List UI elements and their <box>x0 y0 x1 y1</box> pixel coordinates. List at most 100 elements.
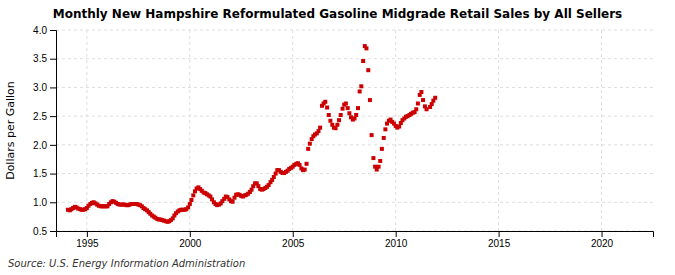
point <box>231 200 235 204</box>
point <box>274 172 278 176</box>
point <box>421 98 425 102</box>
grid-line-x <box>395 30 396 231</box>
plot-area: 1995 2000 2005 2010 2015 2020 0.5 1.0 1.5 2.0 2.5 3… <box>33 25 653 249</box>
point <box>346 106 350 110</box>
y-axis-line <box>50 31 57 232</box>
grid-line-y <box>56 144 653 145</box>
point <box>397 124 401 128</box>
point <box>371 156 375 160</box>
point <box>370 133 374 137</box>
tick: 4.0 <box>33 25 56 36</box>
point <box>416 102 420 106</box>
point <box>305 162 309 166</box>
tick-label: 3.0 <box>33 82 47 93</box>
grid-line-y <box>56 30 653 31</box>
tick-mark <box>50 202 56 203</box>
tick-mark <box>499 231 500 237</box>
tick-label: 2010 <box>385 238 408 249</box>
point <box>358 89 362 93</box>
point <box>419 90 423 94</box>
tick-label: 2020 <box>591 238 614 249</box>
point <box>323 100 327 104</box>
point <box>383 127 387 131</box>
tick: 1995 <box>76 231 99 249</box>
tick-label: 2015 <box>488 238 511 249</box>
tick: 2000 <box>179 231 202 249</box>
tick-mark <box>396 231 397 237</box>
grid-line-y <box>56 202 653 203</box>
grid-line-x <box>86 30 87 231</box>
point <box>272 175 276 179</box>
point <box>327 113 331 117</box>
point <box>337 118 341 122</box>
tick-mark <box>293 231 294 237</box>
tick-mark <box>190 231 191 237</box>
tick-label: 1.0 <box>33 197 47 208</box>
point <box>303 168 307 172</box>
tick-label: 2005 <box>282 238 305 249</box>
grid-line-x <box>601 30 602 231</box>
tick-mark <box>50 59 56 60</box>
tick-label: 2000 <box>179 238 202 249</box>
x-axis: 1995 2000 2005 2010 2015 2020 <box>57 231 654 249</box>
source-note: Source: U.S. Energy Information Administ… <box>8 258 245 269</box>
grid-line-y <box>56 87 653 88</box>
point <box>339 113 343 117</box>
tick-label: 1.5 <box>33 168 47 179</box>
tick: 2.0 <box>33 140 56 151</box>
y-axis-title: Dollars per Gallon <box>4 81 17 180</box>
tick-label: 0.5 <box>33 226 47 237</box>
point <box>378 159 382 163</box>
tick-label: 1995 <box>76 238 99 249</box>
point <box>425 107 429 111</box>
point <box>354 113 358 117</box>
tick: 3.5 <box>33 53 56 64</box>
point <box>344 102 348 106</box>
point <box>325 106 329 110</box>
point <box>368 98 372 102</box>
point <box>334 126 338 130</box>
point <box>316 129 320 133</box>
point <box>308 142 312 146</box>
tick: 2.5 <box>33 111 56 122</box>
point <box>414 107 418 111</box>
point <box>353 116 357 120</box>
tick-label: 3.5 <box>33 53 47 64</box>
y-axis: 0.5 1.0 1.5 2.0 2.5 3.0 3.5 4.0 <box>33 25 56 237</box>
point <box>341 107 345 111</box>
grid-line-y <box>56 58 653 59</box>
tick-label: 2.0 <box>33 140 47 151</box>
tick-label: 4.0 <box>33 25 47 36</box>
tick-label: 2.5 <box>33 111 47 122</box>
point <box>186 205 190 209</box>
tick-mark <box>50 30 56 31</box>
point <box>347 111 351 115</box>
point <box>359 84 363 88</box>
tick: 0.5 <box>33 226 56 237</box>
tick: 2005 <box>282 231 305 249</box>
point <box>250 188 254 192</box>
tick: 3.0 <box>33 82 56 93</box>
grid-line-y <box>56 173 653 174</box>
tick: 2020 <box>591 231 614 249</box>
x-axis-line <box>57 232 654 238</box>
tick: 2010 <box>385 231 408 249</box>
tick-mark <box>50 116 56 117</box>
chart-container: 1995 2000 2005 2010 2015 2020 0.5 1.0 1.5 2.0 2.5 3… <box>0 0 675 275</box>
grid-line-x <box>292 30 293 231</box>
point <box>188 202 192 206</box>
chart-svg: 1995 2000 2005 2010 2015 2020 0.5 1.0 1.5 2.0 2.5 3… <box>0 0 675 275</box>
tick-mark <box>50 145 56 146</box>
tick-mark <box>50 231 56 232</box>
point <box>306 147 310 151</box>
point <box>377 165 381 169</box>
point <box>430 102 434 106</box>
point <box>335 123 339 127</box>
point <box>318 126 322 130</box>
grid-line-x <box>498 30 499 231</box>
point <box>298 163 302 167</box>
point <box>433 96 437 100</box>
point <box>380 147 384 151</box>
tick-mark <box>87 231 88 237</box>
tick: 2015 <box>488 231 511 249</box>
